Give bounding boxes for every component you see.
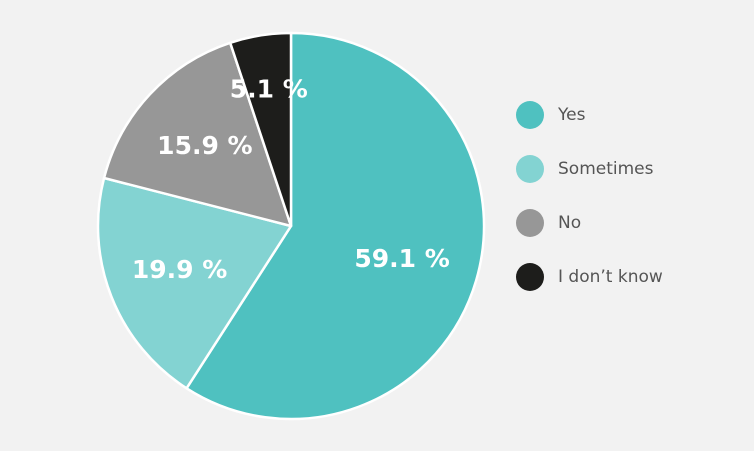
legend-item-dont-know: I don’t know bbox=[516, 250, 663, 304]
slice-label-dont-know: 5.1 % bbox=[230, 74, 308, 103]
pie-slice-dont-know bbox=[228, 31, 293, 228]
legend-item-no: No bbox=[516, 196, 663, 250]
slice-label-yes: 59.1 % bbox=[354, 244, 449, 273]
legend-swatch-dont-know bbox=[516, 263, 544, 291]
pie-slice-sometimes bbox=[96, 176, 293, 390]
chart-legend: Yes Sometimes No I don’t know bbox=[516, 88, 663, 304]
legend-label-no: No bbox=[558, 213, 582, 233]
legend-swatch-no bbox=[516, 209, 544, 237]
legend-item-sometimes: Sometimes bbox=[516, 142, 663, 196]
pie-slice-yes bbox=[185, 31, 486, 421]
legend-label-sometimes: Sometimes bbox=[558, 159, 654, 179]
pie-slice-labels: 59.1 % 19.9 % 15.9 % 5.1 % bbox=[132, 74, 450, 284]
legend-swatch-sometimes bbox=[516, 155, 544, 183]
slice-label-no: 15.9 % bbox=[157, 131, 252, 160]
pie-slices bbox=[96, 31, 486, 421]
legend-swatch-yes bbox=[516, 101, 544, 129]
legend-item-yes: Yes bbox=[516, 88, 663, 142]
slice-label-sometimes: 19.9 % bbox=[132, 255, 227, 284]
legend-label-yes: Yes bbox=[558, 105, 586, 125]
legend-label-dont-know: I don’t know bbox=[558, 267, 663, 287]
